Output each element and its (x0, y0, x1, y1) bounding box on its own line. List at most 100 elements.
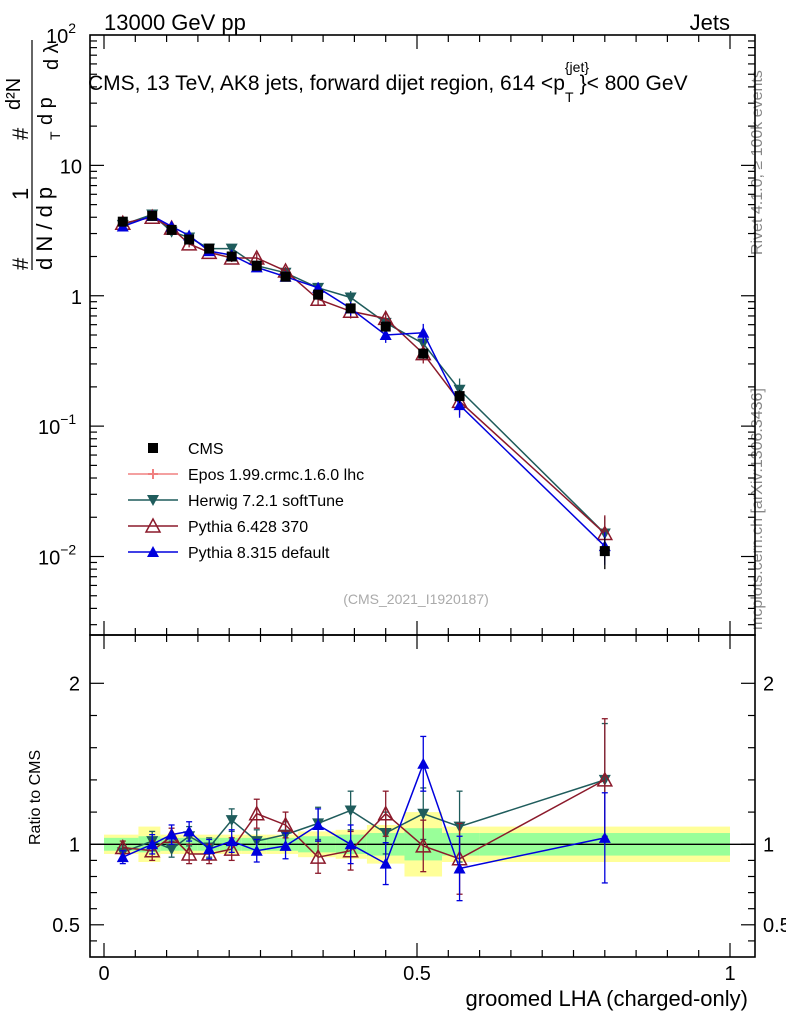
pythia-8-315-default-ratio-point (598, 831, 611, 843)
y-title-dlambda: d λ (41, 43, 63, 70)
cms-point (380, 321, 391, 332)
energy-label: 13000 GeV pp (104, 10, 246, 35)
y-tick-label: 10−1 (38, 411, 76, 439)
plot-title-main: CMS, 13 TeV, AK8 jets, forward dijet reg… (88, 72, 565, 95)
pythia-6-428-370-ratio-point (180, 845, 198, 861)
pythia-6-428-370-ratio-point (223, 840, 240, 856)
ratio-panel-frame (89, 634, 756, 958)
ratio-y-label: Ratio to CMS (27, 750, 44, 845)
ratio-tick-label-left: 2 (69, 673, 80, 695)
ratio-panel-series (114, 718, 614, 902)
cms-point (226, 251, 237, 262)
x-tick-label: 1 (724, 963, 735, 985)
rivet-label: Rivet 4.1.0, ≥ 100k events (749, 70, 766, 255)
pythia-8-315-default-ratio-point (165, 828, 178, 840)
pythia-8-315-default-ratio-point (312, 818, 325, 830)
plot-title-sub: T (565, 89, 574, 105)
cms-point (184, 234, 195, 245)
y-axis-title: # 1 d N / d p T # d²N d p d λ (3, 40, 63, 270)
ratio-tick-label-right: 0.5 (763, 915, 786, 937)
pythia-8-315-default-ratio-point (116, 851, 129, 863)
ratio-tick-label-right: 1 (763, 834, 774, 856)
pythia-6-428-370-ratio-point (309, 848, 327, 864)
cms-point (147, 210, 158, 221)
legend-label-cms: CMS (188, 441, 224, 458)
y-title-one: 1 (8, 188, 33, 200)
pythia-8-315-default-ratio-point (183, 825, 196, 837)
pythia-6-428-370-ratio-point (143, 842, 161, 858)
pythia-6-428-370-line (122, 216, 606, 535)
pythia-8-315-default-ratio-point (379, 857, 392, 869)
pythia-6-428-370-ratio-point (277, 816, 294, 832)
top-axis-ticks: 102 10 1 10−1 10−2 (38, 20, 755, 635)
plot-title-sup: {jet} (565, 59, 589, 75)
legend-label-pythia-8-315-default: Pythia 8.315 default (188, 545, 330, 562)
pythia-8-315-default-ratio-point (453, 862, 466, 874)
cms-point (454, 391, 465, 402)
y-tick-label: 102 (46, 20, 76, 48)
herwig-7-2-1-softtune-ratio-point (417, 808, 430, 820)
pythia-8-315-default-point (379, 329, 392, 340)
cms-point (280, 271, 291, 282)
pythia-6-428-370-ratio-point (248, 805, 265, 821)
pythia-8-315-default-ratio-point (203, 843, 216, 855)
cms-point (345, 303, 356, 314)
pythia-8-315-default-ratio-point (344, 838, 357, 850)
herwig-7-2-1-softtune-ratio-point (225, 815, 238, 827)
legend: CMS Epos 1.99.crmc.1.6.0 lhc Herwig 7.2.1 … (128, 441, 364, 562)
cms-point (204, 243, 215, 254)
y-tick-label: 10−2 (38, 542, 76, 570)
y-title-dpt: d p (35, 97, 57, 125)
x-tick-label: 0.5 (403, 963, 431, 985)
legend-marker-pythia-8-315-default (147, 546, 159, 557)
cms-point (251, 260, 262, 271)
cms-point (599, 546, 610, 557)
legend-label-epos-1-99-crmc-1-6-0-lhc: Epos 1.99.crmc.1.6.0 lhc (188, 467, 364, 484)
y-title-d2n: d²N (3, 78, 25, 110)
legend-marker-epos-1-99-crmc-1-6-0-lhc (148, 469, 158, 479)
pythia-6-428-370-ratio-point (596, 771, 614, 787)
mcplots-label: mcplots.cern.ch [arXiv:1306.3436] (749, 388, 766, 630)
herwig-7-2-1-softtune-ratio-point (165, 844, 178, 856)
x-tick-label: 0 (98, 963, 109, 985)
y-title-dn: d N / d p (32, 187, 57, 270)
main-panel-series (114, 208, 614, 570)
herwig-7-2-1-softtune-point (344, 292, 357, 304)
pythia-8-315-default-point (417, 326, 430, 338)
x-axis-label: groomed LHA (charged-only) (466, 986, 748, 1011)
pythia-8-315-default-point (453, 399, 466, 411)
legend-label-herwig-7-2-1-softtune: Herwig 7.2.1 softTune (188, 493, 344, 510)
pythia-6-428-370-ratio-point (415, 837, 432, 853)
pythia-6-428-370-ratio-point (377, 805, 394, 821)
legend-marker-cms (148, 443, 158, 453)
ratio-axis-ticks: 2 2 1 1 0.5 0.5 0 0.5 1 (52, 635, 786, 985)
cms-point (313, 289, 324, 300)
herwig-7-2-1-softtune-point (225, 243, 238, 255)
y-title-hash: # (8, 257, 33, 270)
category-label: Jets (690, 10, 730, 35)
ratio-tick-label-right: 2 (763, 673, 774, 695)
herwig-7-2-1-softtune-ratio-point (344, 805, 357, 817)
y-tick-label: 10 (60, 156, 82, 178)
ratio-tick-label-left: 0.5 (52, 915, 80, 937)
y-title-t: T (47, 131, 63, 140)
cms-point (117, 216, 128, 227)
pythia-8-315-default-ratio-point (146, 838, 159, 850)
legend-marker-herwig-7-2-1-softtune (147, 495, 159, 506)
herwig-7-2-1-softtune-point (417, 338, 430, 350)
legend-label-pythia-6-428-370: Pythia 6.428 370 (188, 519, 308, 536)
y-tick-label: 1 (71, 287, 82, 309)
cms-point (166, 224, 177, 235)
legend-marker-pythia-6-428-370 (144, 517, 162, 533)
plot-title-end: }< 800 GeV (580, 72, 688, 95)
pythia-8-315-default-ratio-point (225, 835, 238, 847)
plot-title: CMS, 13 TeV, AK8 jets, forward dijet reg… (88, 59, 688, 105)
ratio-tick-label-left: 1 (69, 834, 80, 856)
y-title-hash2: # (8, 127, 33, 140)
pythia-8-315-default-ratio-point (250, 844, 263, 856)
analysis-id: (CMS_2021_I1920187) (343, 591, 489, 607)
pythia-8-315-default-ratio-point (417, 757, 430, 769)
pythia-8-315-default-ratio-point (279, 839, 292, 851)
herwig-7-2-1-softtune-line (122, 213, 606, 535)
